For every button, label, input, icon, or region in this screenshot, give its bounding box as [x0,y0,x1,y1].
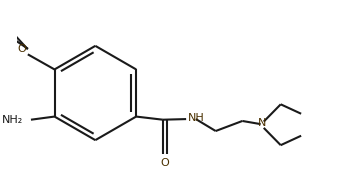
Text: O: O [18,44,26,54]
Text: NH: NH [188,113,205,123]
Text: NH₂: NH₂ [2,115,23,125]
Text: methoxy: methoxy [7,34,14,36]
Text: N: N [258,118,266,128]
Text: O: O [161,158,169,168]
